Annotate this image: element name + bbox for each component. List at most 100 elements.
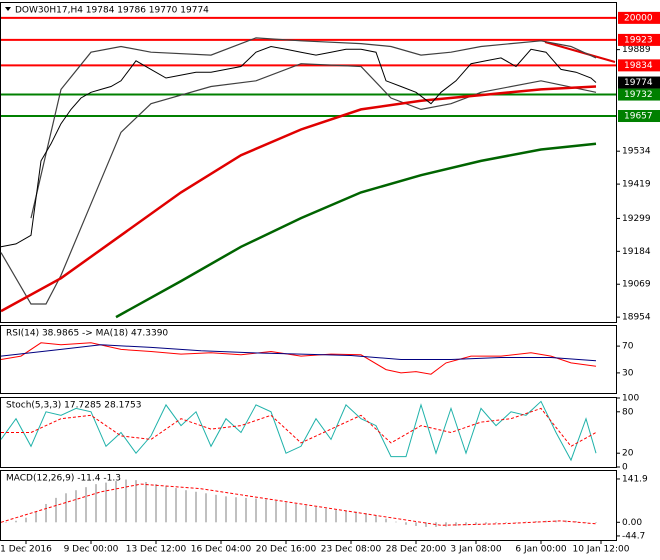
y-tick-label: 70 bbox=[622, 342, 634, 352]
macd-bar bbox=[85, 487, 87, 523]
macd-bar bbox=[315, 507, 317, 523]
macd-bar bbox=[505, 522, 507, 523]
macd-bar bbox=[325, 508, 327, 523]
macd-bar bbox=[485, 522, 487, 524]
macd-bar bbox=[35, 511, 37, 523]
macd-bar bbox=[235, 497, 237, 523]
macd-bar bbox=[355, 511, 357, 523]
level-label-box bbox=[618, 110, 660, 123]
y-tick-label: 30 bbox=[622, 368, 634, 378]
series-line bbox=[1, 407, 597, 447]
level-label-box bbox=[618, 59, 660, 72]
x-tick-label: 13 Dec 12:00 bbox=[126, 545, 187, 555]
macd-bar bbox=[445, 522, 447, 527]
macd-bar bbox=[525, 521, 527, 523]
series-line bbox=[0, 342, 597, 375]
y-tick-label: 19419 bbox=[622, 180, 651, 190]
series-line bbox=[0, 483, 597, 526]
macd-bar bbox=[175, 488, 177, 523]
y-tick-label: 19889 bbox=[622, 45, 651, 55]
macd-panel bbox=[0, 470, 617, 541]
x-tick-label: 6 Jan 00:00 bbox=[515, 545, 567, 555]
macd-bar bbox=[285, 502, 287, 523]
x-tick-label: 28 Dec 20:00 bbox=[386, 545, 447, 555]
macd-bar bbox=[295, 503, 297, 523]
x-tick-label: 9 Dec 00:00 bbox=[64, 545, 119, 555]
macd-bar bbox=[45, 503, 47, 523]
x-tick-label: 20 Dec 16:00 bbox=[256, 545, 317, 555]
macd-bar bbox=[365, 513, 367, 523]
series-line bbox=[0, 45, 597, 248]
y-tick-label: 19184 bbox=[622, 247, 651, 257]
level-label: 19657 bbox=[624, 112, 653, 122]
level-label: 19834 bbox=[624, 61, 653, 71]
series-line bbox=[0, 85, 597, 313]
x-tick-label: 23 Dec 08:00 bbox=[321, 545, 382, 555]
macd-bar bbox=[515, 522, 517, 523]
macd-bar bbox=[195, 491, 197, 523]
series-line bbox=[0, 63, 597, 305]
x-tick-label: 3 Jan 08:00 bbox=[450, 545, 502, 555]
price-panel bbox=[0, 2, 617, 323]
macd-bar bbox=[15, 520, 17, 523]
x-tick-label: 1 Dec 2016 bbox=[0, 545, 52, 555]
macd-bar bbox=[225, 496, 227, 523]
macd-bar bbox=[255, 498, 257, 523]
macd-bar bbox=[155, 484, 157, 523]
panel-title: Stoch(5,3,3) 17.7285 28.1753 bbox=[6, 401, 141, 411]
trend-line bbox=[544, 41, 616, 63]
macd-bar bbox=[425, 522, 427, 527]
macd-bar bbox=[265, 499, 267, 523]
y-tick-label: -44.7 bbox=[622, 531, 645, 541]
macd-bar bbox=[475, 522, 477, 525]
macd-bar bbox=[565, 520, 567, 523]
panel-title: RSI(14) 38.9865 -> MA(18) 47.3390 bbox=[6, 329, 168, 339]
y-tick-label: 0.00 bbox=[622, 518, 642, 528]
x-tick-label: 16 Dec 04:00 bbox=[191, 545, 252, 555]
macd-bar bbox=[535, 521, 537, 523]
macd-bar bbox=[115, 481, 117, 523]
level-label-box bbox=[618, 11, 660, 24]
level-label-box bbox=[618, 33, 660, 46]
macd-bar bbox=[5, 522, 7, 523]
macd-bar bbox=[415, 522, 417, 526]
macd-bar bbox=[185, 490, 187, 523]
y-tick-label: 19069 bbox=[622, 280, 651, 290]
x-tick-label: 10 Jan 12:00 bbox=[573, 545, 630, 555]
macd-bar bbox=[595, 522, 597, 523]
macd-bar bbox=[135, 480, 137, 523]
last-price-box bbox=[618, 76, 660, 89]
y-tick-label: 100 bbox=[622, 394, 639, 404]
macd-bar bbox=[335, 510, 337, 523]
rsi-panel bbox=[0, 325, 617, 394]
last-price-label: 19774 bbox=[624, 78, 653, 88]
macd-bar bbox=[245, 497, 247, 523]
macd-bar bbox=[25, 517, 27, 523]
macd-bar bbox=[465, 522, 467, 526]
level-label: 19923 bbox=[624, 35, 653, 45]
macd-bar bbox=[165, 486, 167, 523]
level-label: 20000 bbox=[624, 13, 653, 23]
macd-bar bbox=[455, 522, 457, 526]
stoch-panel bbox=[0, 397, 617, 468]
panel-title: DOW30H17,H4 19784 19786 19770 19774 bbox=[15, 6, 209, 16]
macd-bar bbox=[375, 515, 377, 523]
macd-bar bbox=[145, 481, 147, 523]
series-line bbox=[115, 142, 597, 319]
level-label-box bbox=[618, 88, 660, 101]
y-tick-label: 141.9 bbox=[622, 474, 648, 484]
panel-title: MACD(12,26,9) -11.4 -1.3 bbox=[6, 474, 121, 484]
macd-bar bbox=[75, 490, 77, 523]
menu-triangle bbox=[5, 7, 11, 11]
y-tick-label: 0 bbox=[622, 463, 628, 473]
macd-bar bbox=[55, 497, 57, 523]
macd-bar bbox=[575, 521, 577, 523]
macd-bar bbox=[95, 484, 97, 523]
y-tick-label: 80 bbox=[622, 407, 634, 417]
y-tick-label: 20 bbox=[622, 449, 634, 459]
macd-bar bbox=[385, 518, 387, 523]
macd-bar bbox=[305, 505, 307, 523]
macd-bar bbox=[495, 522, 497, 524]
macd-bar bbox=[585, 521, 587, 523]
